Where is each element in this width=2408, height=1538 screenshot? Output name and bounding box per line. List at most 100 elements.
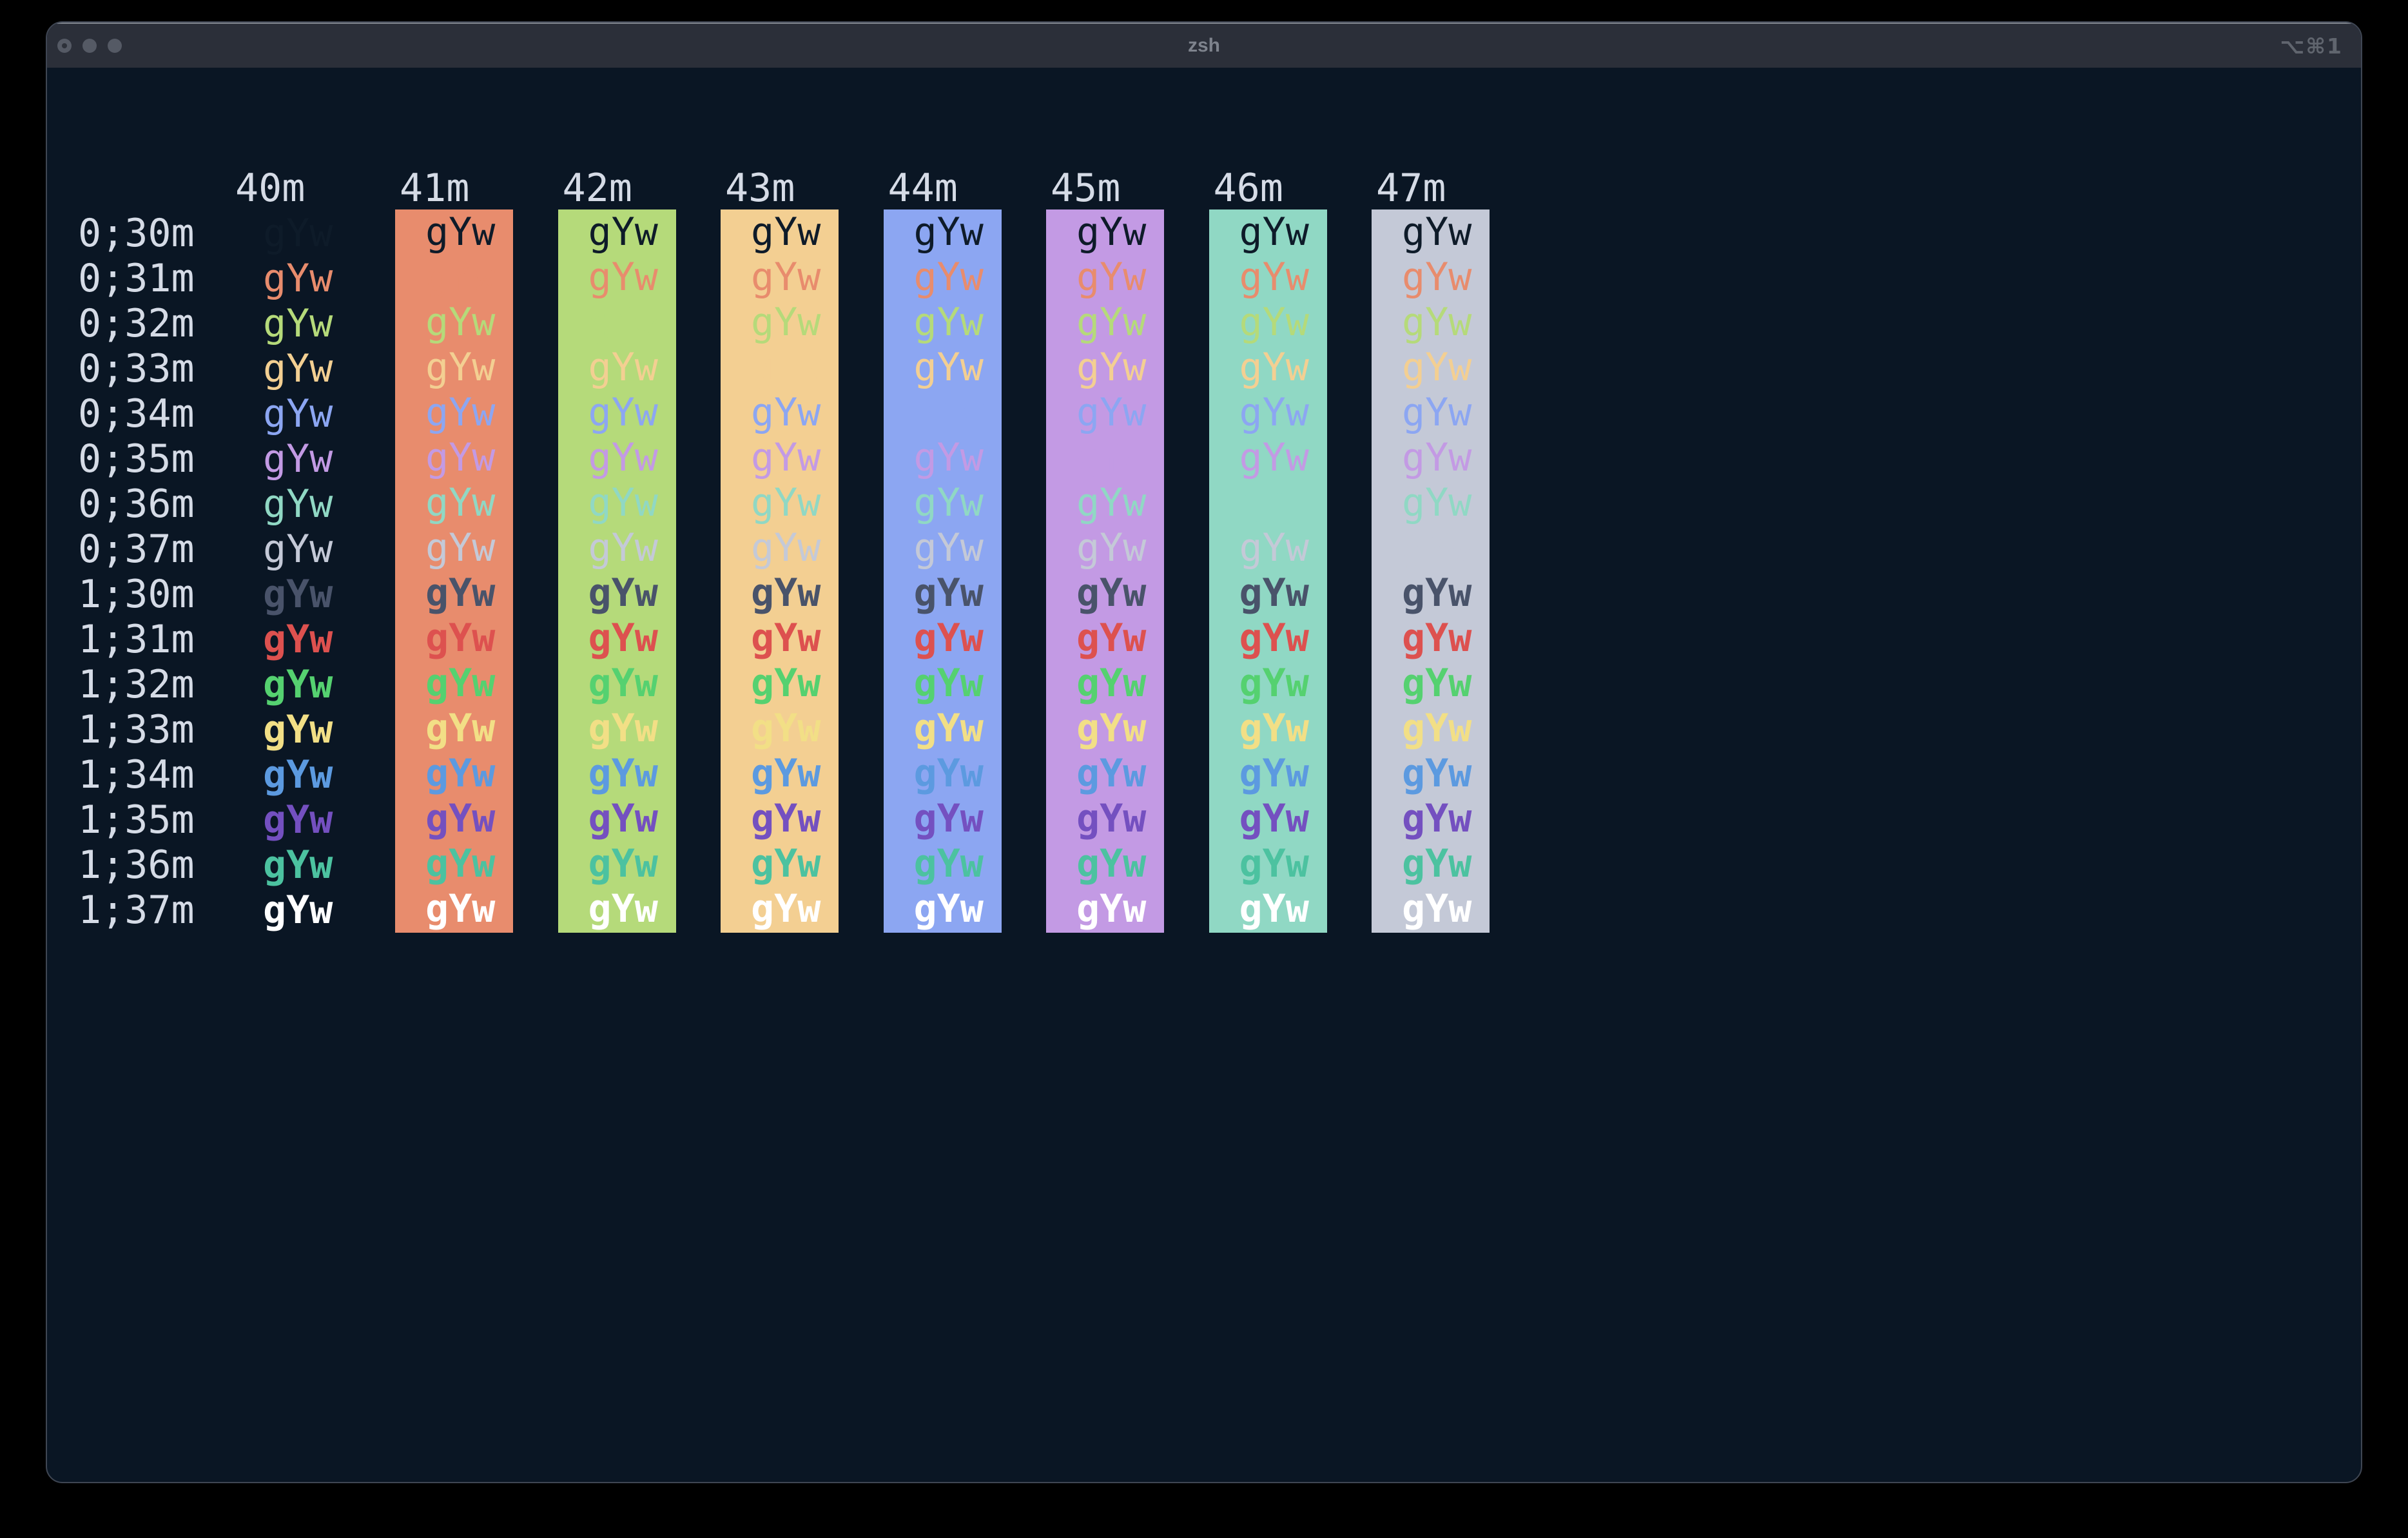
gyw-cell: gYw bbox=[1402, 661, 1472, 706]
row-label-0;33m: 0;33m bbox=[78, 346, 195, 391]
gyw-cell: gYw bbox=[588, 751, 658, 796]
gyw-cell: gYw bbox=[913, 525, 984, 570]
gyw-cell: gYw bbox=[1239, 751, 1309, 796]
gyw-cell: gYw bbox=[913, 390, 984, 435]
gyw-cell: gYw bbox=[913, 886, 984, 931]
column-header-42m: 42m bbox=[562, 166, 632, 211]
gyw-cell: gYw bbox=[1076, 209, 1147, 255]
window-shortcut-badge: ⌥⌘1 bbox=[2280, 33, 2343, 59]
gyw-cell: gYw bbox=[1402, 345, 1472, 390]
gyw-cell: gYw bbox=[588, 841, 658, 886]
gyw-cell: gYw bbox=[751, 616, 821, 661]
zoom-button[interactable] bbox=[108, 39, 122, 53]
column-header-40m: 40m bbox=[235, 166, 306, 211]
gyw-cell: gYw bbox=[263, 617, 333, 662]
gyw-cell: gYw bbox=[263, 256, 333, 301]
gyw-cell: gYw bbox=[588, 661, 658, 706]
gyw-cell: gYw bbox=[1239, 706, 1309, 751]
gyw-cell: gYw bbox=[1402, 796, 1472, 841]
color-block-43m: gYw gYw gYw gYw gYw gYw gYw gYw gYw gYw gYw gYw gYw g… bbox=[721, 209, 839, 933]
gyw-cell: gYw bbox=[1402, 525, 1472, 570]
gyw-cell: gYw bbox=[913, 300, 984, 345]
gyw-cell: gYw bbox=[263, 211, 333, 256]
gyw-cell: gYw bbox=[1402, 255, 1472, 300]
gyw-cell: gYw bbox=[913, 661, 984, 706]
gyw-cell: gYw bbox=[263, 888, 333, 933]
gyw-cell: gYw bbox=[425, 390, 496, 435]
gyw-cell: gYw bbox=[1402, 435, 1472, 480]
gyw-cell: gYw bbox=[425, 435, 496, 480]
gyw-cell: gYw bbox=[1402, 209, 1472, 255]
gyw-cell: gYw bbox=[1402, 616, 1472, 661]
gyw-cell: gYw bbox=[751, 570, 821, 616]
gyw-cell: gYw bbox=[751, 345, 821, 390]
traffic-lights bbox=[47, 39, 122, 53]
terminal-window: zsh ⌥⌘1 40m 41m 42m 43m 44m 45m 46m 47m 0;30m gYw… bbox=[46, 21, 2362, 1483]
gyw-cell: gYw bbox=[751, 525, 821, 570]
column-header-46m: 46m bbox=[1213, 166, 1283, 211]
column-header-43m: 43m bbox=[725, 166, 795, 211]
gyw-cell: gYw bbox=[1076, 751, 1147, 796]
terminal-screen[interactable]: 40m 41m 42m 43m 44m 45m 46m 47m 0;30m gYw 0;31m gYw… bbox=[47, 68, 2361, 1482]
gyw-cell: gYw bbox=[751, 390, 821, 435]
gyw-cell: gYw bbox=[263, 797, 333, 842]
gyw-cell: gYw bbox=[1239, 209, 1309, 255]
gyw-cell: gYw bbox=[751, 886, 821, 931]
gyw-cell: gYw bbox=[751, 435, 821, 480]
gyw-cell: gYw bbox=[425, 751, 496, 796]
gyw-cell: gYw bbox=[588, 209, 658, 255]
gyw-cell: gYw bbox=[588, 796, 658, 841]
color-block-44m: gYw gYw gYw gYw gYw gYw gYw gYw gYw gYw gYw gYw gYw g… bbox=[883, 209, 1002, 933]
row-label-1;32m: 1;32m bbox=[78, 662, 195, 707]
close-button[interactable] bbox=[57, 39, 72, 53]
row-label-1;37m: 1;37m bbox=[78, 888, 195, 933]
row-label-0;36m: 0;36m bbox=[78, 482, 195, 527]
titlebar[interactable]: zsh ⌥⌘1 bbox=[47, 23, 2361, 68]
gyw-cell: gYw bbox=[1239, 886, 1309, 931]
close-button-dot bbox=[62, 43, 67, 48]
gyw-cell: gYw bbox=[1076, 616, 1147, 661]
row-label-1;30m: 1;30m bbox=[78, 572, 195, 617]
gyw-cell: gYw bbox=[263, 436, 333, 482]
gyw-cell: gYw bbox=[1239, 255, 1309, 300]
gyw-cell: gYw bbox=[588, 480, 658, 525]
gyw-cell: gYw bbox=[913, 345, 984, 390]
gyw-cell: gYw bbox=[588, 570, 658, 616]
color-block-42m: gYw gYw gYw gYw gYw gYw gYw gYw gYw gYw gYw gYw gYw g… bbox=[558, 209, 676, 933]
gyw-cell: gYw bbox=[1402, 706, 1472, 751]
row-label-0;31m: 0;31m bbox=[78, 256, 195, 301]
gyw-cell: gYw bbox=[1402, 841, 1472, 886]
gyw-cell: gYw bbox=[1239, 345, 1309, 390]
gyw-cell: gYw bbox=[263, 301, 333, 346]
gyw-cell: gYw bbox=[751, 209, 821, 255]
gyw-cell: gYw bbox=[588, 345, 658, 390]
gyw-cell: gYw bbox=[751, 480, 821, 525]
gyw-cell: gYw bbox=[1076, 796, 1147, 841]
gyw-cell: gYw bbox=[425, 796, 496, 841]
gyw-cell: gYw bbox=[913, 841, 984, 886]
gyw-cell: gYw bbox=[1076, 300, 1147, 345]
row-label-1;34m: 1;34m bbox=[78, 752, 195, 797]
gyw-cell: gYw bbox=[751, 796, 821, 841]
gyw-cell: gYw bbox=[588, 300, 658, 345]
gyw-cell: gYw bbox=[425, 616, 496, 661]
gyw-cell: gYw bbox=[1402, 480, 1472, 525]
row-label-0;34m: 0;34m bbox=[78, 391, 195, 436]
column-header-44m: 44m bbox=[888, 166, 958, 211]
gyw-cell: gYw bbox=[588, 525, 658, 570]
column-header-45m: 45m bbox=[1051, 166, 1121, 211]
gyw-cell: gYw bbox=[425, 525, 496, 570]
color-block-47m: gYw gYw gYw gYw gYw gYw gYw gYw gYw gYw gYw gYw gYw g… bbox=[1372, 209, 1490, 933]
window-title: zsh bbox=[1187, 35, 1220, 56]
minimize-button[interactable] bbox=[83, 39, 97, 53]
gyw-cell: gYw bbox=[913, 616, 984, 661]
gyw-cell: gYw bbox=[913, 255, 984, 300]
gyw-cell: gYw bbox=[1239, 480, 1309, 525]
gyw-cell: gYw bbox=[1076, 255, 1147, 300]
gyw-cell: gYw bbox=[1076, 390, 1147, 435]
gyw-cell: gYw bbox=[588, 886, 658, 931]
gyw-cell: gYw bbox=[1402, 300, 1472, 345]
color-block-45m: gYw gYw gYw gYw gYw gYw gYw gYw gYw gYw gYw gYw gYw g… bbox=[1046, 209, 1164, 933]
column-header-47m: 47m bbox=[1376, 166, 1446, 211]
gyw-cell: gYw bbox=[913, 480, 984, 525]
